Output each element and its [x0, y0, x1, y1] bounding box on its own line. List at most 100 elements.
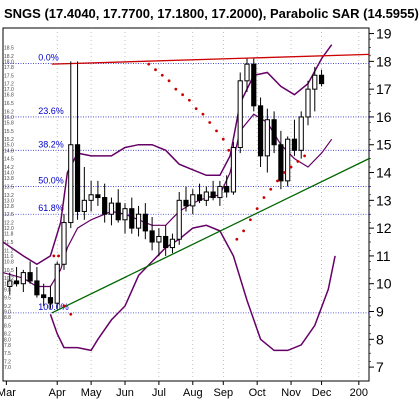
- left-scale-label: 10.5: [4, 268, 14, 274]
- candle-body: [190, 194, 196, 207]
- candle-body: [318, 74, 325, 85]
- sar-dot: [221, 137, 225, 141]
- left-scale-label: 7.5: [4, 351, 11, 357]
- left-scale-label: 17.2: [4, 82, 14, 88]
- candle-body: [74, 144, 81, 212]
- candle-body: [115, 202, 121, 221]
- y-tick-label: 7: [376, 359, 384, 375]
- fib-level-label: 0.0%: [38, 53, 59, 63]
- left-scale-label: 17.5: [4, 73, 14, 79]
- bollinger-upper-band: [2, 44, 333, 266]
- sar-dot: [289, 165, 293, 169]
- candle-body: [210, 191, 216, 199]
- left-scale-label: 15.2: [4, 137, 14, 143]
- candle-body: [156, 235, 162, 243]
- candle-body: [13, 280, 20, 285]
- sar-dot: [181, 93, 185, 97]
- fib-level-label: 50.0%: [38, 175, 64, 185]
- left-scale-label: 11.2: [4, 248, 14, 254]
- candle-body: [271, 119, 277, 146]
- candle-body: [183, 199, 189, 207]
- left-scale-label: 11.0: [4, 254, 14, 260]
- left-scale-label: 13.5: [4, 184, 14, 190]
- sar-dot: [282, 171, 286, 174]
- x-tick-label: Jun: [116, 387, 134, 399]
- candle-body: [88, 194, 94, 201]
- candle-body: [230, 147, 237, 193]
- plot-area-frame: [2, 27, 370, 382]
- candle-body: [244, 63, 250, 82]
- y-tick-label: 12: [376, 220, 392, 236]
- left-scale-label: 18.2: [4, 54, 14, 60]
- fib-level-label: 61.8%: [38, 203, 64, 213]
- left-scale-label: 11.8: [4, 232, 14, 238]
- sar-dot: [255, 207, 259, 211]
- candle-body: [20, 272, 26, 285]
- left-scale-label: 16.8: [4, 93, 14, 99]
- left-scale-label: 17.8: [4, 65, 14, 71]
- sar-dot: [248, 218, 252, 222]
- candle-body: [149, 230, 155, 243]
- candle-body: [122, 208, 128, 221]
- y-tick-label: 11: [376, 248, 391, 264]
- x-tick-label: Apr: [49, 387, 66, 399]
- sar-dot: [303, 154, 307, 158]
- left-scale-label: 17.0: [4, 87, 14, 93]
- left-scale-label: 7.8: [4, 343, 11, 349]
- left-scale-label: 12.8: [4, 204, 14, 210]
- candle-body: [264, 119, 270, 157]
- sar-dot: [276, 179, 279, 183]
- candle-body: [102, 197, 108, 215]
- sar-dot: [187, 98, 191, 102]
- y-tick-label: 8: [376, 331, 384, 347]
- fib-level-label: 23.6%: [38, 106, 64, 116]
- sar-dot: [208, 121, 212, 124]
- left-scale-label: 8.2: [4, 332, 11, 338]
- left-scale-label: 13.8: [4, 176, 14, 182]
- sar-dot: [201, 112, 205, 116]
- candle-body: [298, 116, 304, 151]
- left-scale-label: 12.5: [4, 212, 14, 218]
- fib-level-label: 38.2%: [38, 139, 64, 149]
- left-scale-label: 8.0: [4, 337, 11, 343]
- sar-dot: [269, 187, 273, 191]
- sar-dot: [296, 160, 300, 163]
- y-tick-label: 13: [376, 192, 392, 208]
- candle-body: [176, 199, 182, 240]
- candle-body: [305, 88, 311, 118]
- sar-dot: [69, 312, 73, 316]
- left-scale-label: 11.5: [4, 240, 14, 246]
- y-tick-label: 15: [376, 137, 392, 153]
- left-scale-label: 15.8: [4, 121, 14, 127]
- left-scale-label: 16.2: [4, 109, 14, 115]
- y-tick-label: 16: [376, 109, 392, 125]
- sar-dot: [194, 107, 198, 111]
- candle-body: [312, 74, 318, 90]
- left-scale-label: 14.2: [4, 165, 14, 171]
- x-tick-label: Oct: [249, 387, 266, 399]
- bollinger-lower-band: [49, 224, 336, 352]
- candle-body: [163, 235, 169, 249]
- candle-body: [257, 105, 264, 157]
- sar-dot: [154, 68, 157, 72]
- left-scale-label: 16.0: [4, 115, 14, 121]
- candle-body: [47, 297, 54, 304]
- sar-dot: [215, 129, 218, 133]
- left-scale-label: 15.0: [4, 143, 14, 149]
- candle-body: [54, 263, 60, 304]
- x-tick-label: Dec: [312, 387, 332, 399]
- sar-dot: [160, 73, 164, 77]
- sar-dot: [147, 62, 151, 66]
- sar-dot: [242, 229, 246, 233]
- left-scale-label: 15.5: [4, 129, 14, 135]
- y-tick-label: 10: [376, 276, 392, 292]
- y-tick-label: 9: [376, 304, 384, 320]
- candle-body: [285, 138, 291, 182]
- sar-dot: [174, 87, 178, 91]
- candle-body: [135, 213, 142, 229]
- left-scale-label: 14.8: [4, 148, 14, 154]
- candle-body: [196, 194, 203, 201]
- candle-body: [169, 238, 176, 249]
